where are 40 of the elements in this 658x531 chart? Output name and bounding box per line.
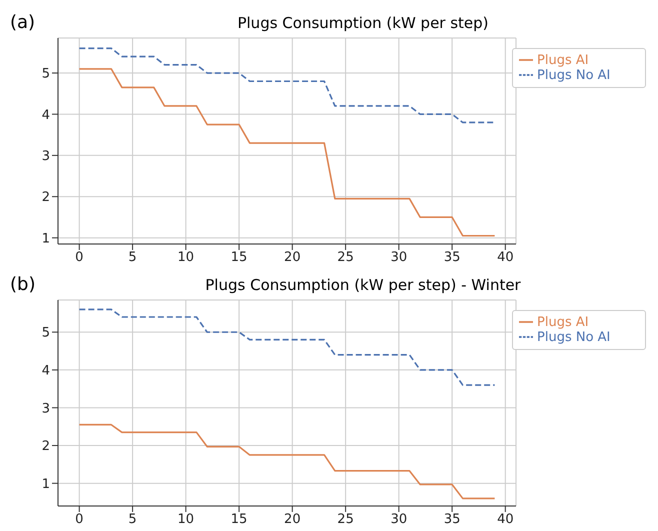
x-tick-label: 20: [284, 250, 301, 266]
chart-title: Plugs Consumption (kW per step): [236, 14, 490, 32]
legend-label: Plugs No AI: [537, 68, 610, 83]
legend-label: Plugs No AI: [537, 330, 610, 345]
text: (b): [10, 274, 36, 295]
x-tick-label: 15: [230, 250, 248, 266]
y-tick-label: 1: [42, 476, 50, 492]
x-tick-label: 25: [337, 512, 354, 528]
text: (a): [10, 12, 36, 33]
line-series: [78, 68, 496, 237]
x-tick-label: 40: [497, 512, 514, 528]
legend-label: Plugs AI: [537, 53, 589, 68]
x-tick-label: 35: [444, 512, 460, 528]
y-tick-label: 5: [42, 326, 50, 341]
y-tick-label: 4: [42, 108, 50, 123]
y-tick-label: 2: [42, 439, 50, 454]
x-tick-label: 35: [444, 250, 460, 266]
x-tick-label: 25: [337, 250, 354, 266]
legend-label: Plugs AI: [537, 315, 589, 330]
x-tick-label: 0: [75, 250, 84, 266]
x-tick-label: 5: [128, 512, 137, 528]
x-tick-label: 15: [230, 512, 248, 528]
x-tick-label: 10: [178, 512, 194, 528]
x-tick-label: 20: [284, 512, 301, 528]
x-tick-label: 0: [75, 512, 84, 528]
x-tick-label: 5: [128, 250, 137, 266]
x-tick-label: 30: [390, 250, 408, 266]
x-tick-label: 10: [178, 250, 194, 266]
line-series: [78, 48, 496, 124]
y-tick-label: 2: [42, 190, 50, 206]
y-tick-label: 3: [42, 149, 50, 164]
y-tick-label: 4: [42, 364, 50, 379]
y-tick-label: 1: [42, 231, 50, 246]
line-series: [78, 308, 496, 386]
chart-title: Plugs Consumption (kW per step) - Winter: [204, 276, 522, 294]
x-tick-label: 30: [390, 512, 408, 528]
x-tick-label: 40: [497, 250, 514, 266]
y-tick-label: 5: [42, 66, 50, 82]
y-tick-label: 3: [42, 401, 50, 416]
line-series: [78, 424, 496, 500]
